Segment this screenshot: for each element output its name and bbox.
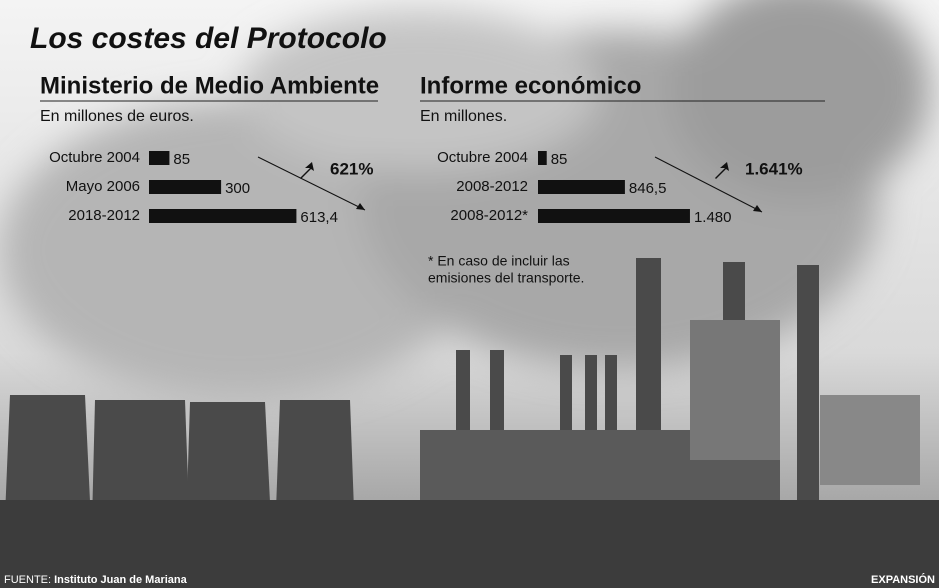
footnote: * En caso de incluir las <box>428 253 570 269</box>
trend-arrow <box>257 156 366 211</box>
bar <box>149 209 297 223</box>
bar <box>149 151 170 165</box>
arrow-head <box>753 205 762 212</box>
growth-annotation: 1.641% <box>745 159 803 178</box>
chart-subtitle: En millones. <box>420 108 507 125</box>
value-label: 300 <box>225 180 250 197</box>
up-arrow-icon <box>715 162 729 179</box>
category-label: Mayo 2006 <box>66 178 140 195</box>
value-label: 1.480 <box>694 209 732 226</box>
value-label: 613,4 <box>300 209 338 226</box>
source-text: Instituto Juan de Mariana <box>54 574 188 586</box>
category-label: Octubre 2004 <box>49 149 140 166</box>
footnote: emisiones del transporte. <box>428 270 584 286</box>
chart-subtitle: En millones de euros. <box>40 108 194 125</box>
category-label: 2008-2012 <box>456 178 528 195</box>
source-label-text: FUENTE: <box>4 574 51 586</box>
value-label: 85 <box>173 151 190 168</box>
category-label: 2008-2012* <box>450 207 528 224</box>
bar <box>149 180 222 194</box>
value-label: 846,5 <box>629 180 667 197</box>
bar <box>538 209 690 223</box>
category-label: 2018-2012 <box>68 207 140 224</box>
main-title: Los costes del Protocolo <box>30 22 387 55</box>
bar <box>538 180 625 194</box>
trend-arrow <box>654 156 763 213</box>
brand: EXPANSIÓN <box>871 573 935 586</box>
bar <box>538 151 547 165</box>
growth-annotation: 621% <box>330 159 373 178</box>
value-label: 85 <box>551 151 568 168</box>
chart-title: Informe económico <box>420 72 641 99</box>
up-arrow-icon <box>300 162 314 179</box>
source-label: FUENTE: Instituto Juan de Mariana <box>4 574 188 586</box>
arrow-head <box>356 203 365 210</box>
chart-title: Ministerio de Medio Ambiente <box>40 72 379 99</box>
category-label: Octubre 2004 <box>437 149 528 166</box>
